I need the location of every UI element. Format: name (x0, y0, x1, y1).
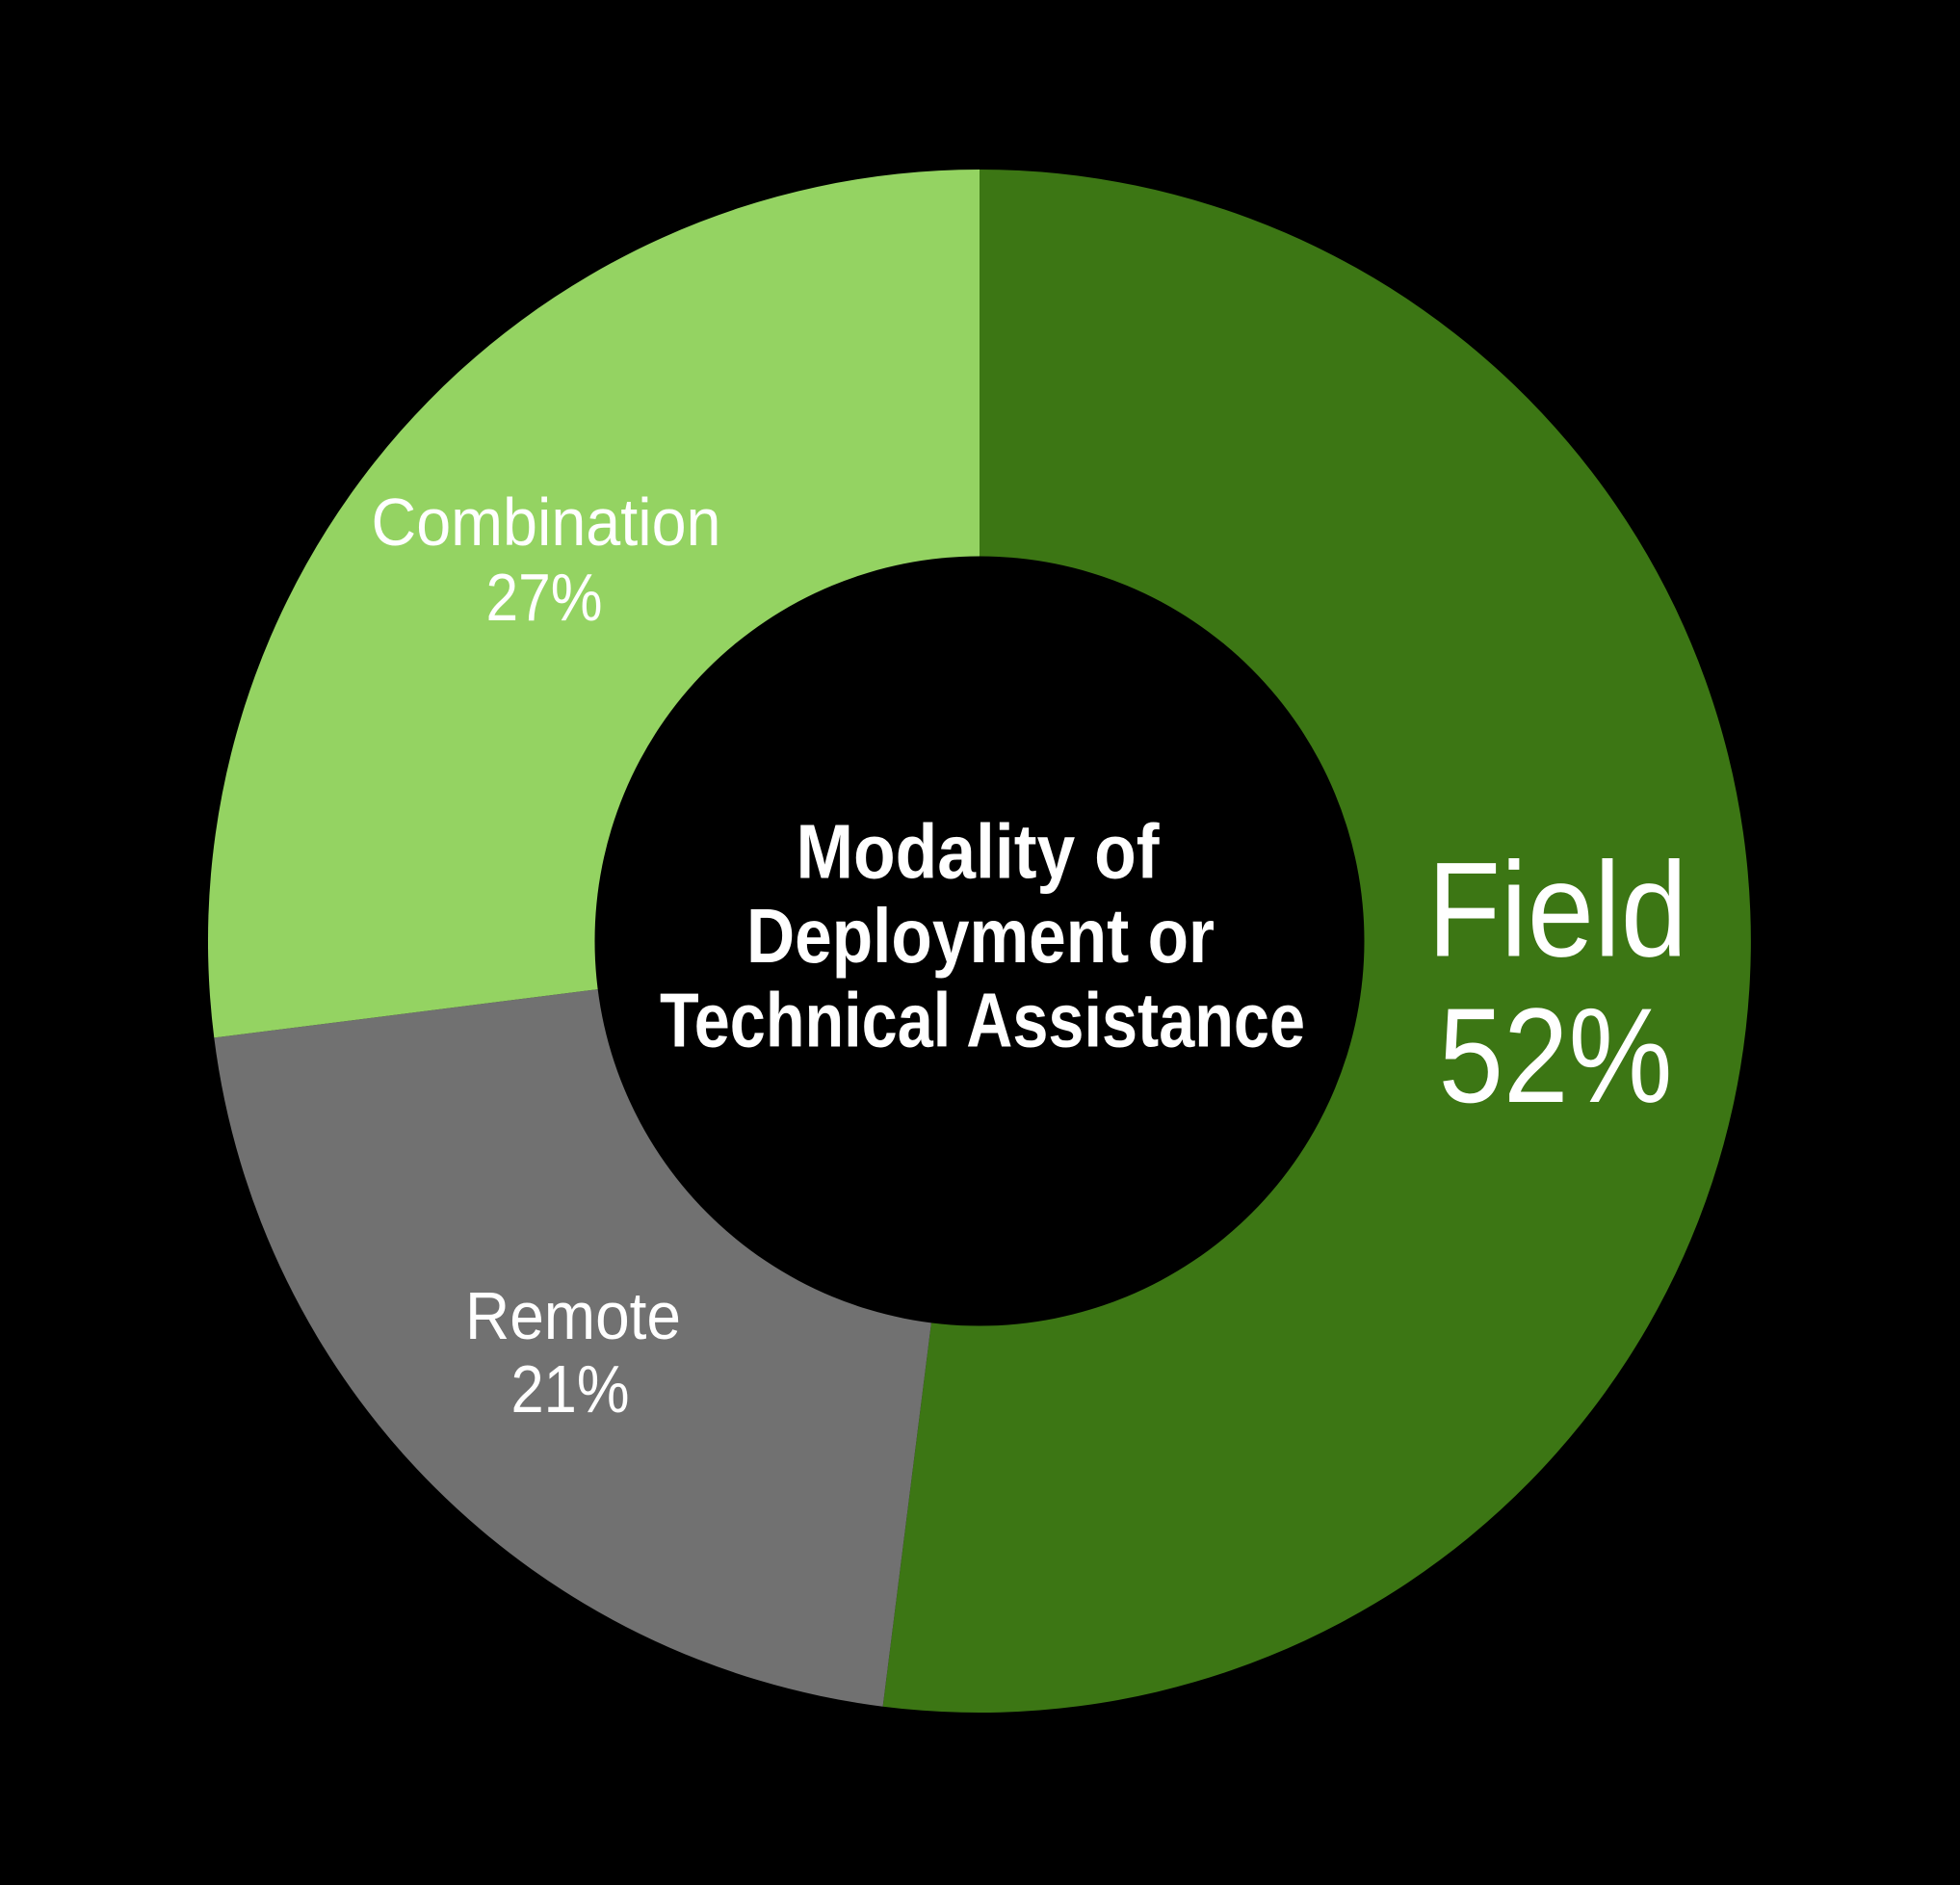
svg-text:27%: 27% (486, 560, 603, 635)
svg-text:Modality of: Modality of (797, 809, 1160, 895)
svg-text:Remote: Remote (465, 1278, 681, 1353)
svg-text:Field: Field (1427, 834, 1687, 985)
svg-text:Technical Assistance: Technical Assistance (660, 978, 1305, 1063)
svg-text:Deployment or: Deployment or (746, 893, 1215, 979)
svg-text:21%: 21% (511, 1351, 630, 1427)
svg-text:52%: 52% (1439, 980, 1673, 1131)
svg-text:Combination: Combination (372, 484, 721, 560)
